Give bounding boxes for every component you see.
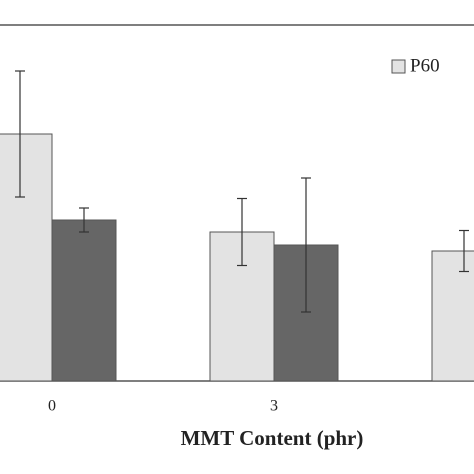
bar [0,133,53,382]
x-axis-title: MMT Content (phr) [181,426,364,450]
bar [51,219,117,382]
x-tick-label: 0 [48,398,56,415]
bar [431,250,474,382]
legend-swatch [391,59,406,74]
legend-label: P60 [410,55,440,76]
x-tick-label: 3 [270,398,278,415]
